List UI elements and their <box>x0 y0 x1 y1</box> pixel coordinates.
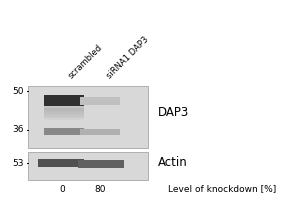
FancyBboxPatch shape <box>44 110 84 114</box>
FancyBboxPatch shape <box>44 115 84 118</box>
FancyBboxPatch shape <box>78 160 124 168</box>
FancyBboxPatch shape <box>44 114 84 116</box>
FancyBboxPatch shape <box>44 116 84 119</box>
FancyBboxPatch shape <box>44 106 84 109</box>
FancyBboxPatch shape <box>44 109 84 112</box>
Text: 50: 50 <box>13 87 24 96</box>
FancyBboxPatch shape <box>28 86 148 148</box>
Text: 53: 53 <box>13 158 24 167</box>
Text: siRNA1 DAP3: siRNA1 DAP3 <box>105 35 150 80</box>
FancyBboxPatch shape <box>80 97 120 105</box>
Text: Actin: Actin <box>158 156 188 169</box>
Text: Level of knockdown [%]: Level of knockdown [%] <box>168 184 276 193</box>
FancyBboxPatch shape <box>28 152 148 180</box>
Text: scrambled: scrambled <box>67 42 105 80</box>
FancyBboxPatch shape <box>44 128 84 135</box>
Text: 80: 80 <box>94 184 106 193</box>
FancyBboxPatch shape <box>38 159 84 167</box>
FancyBboxPatch shape <box>44 108 84 110</box>
Text: DAP3: DAP3 <box>158 106 189 118</box>
FancyBboxPatch shape <box>80 129 120 135</box>
Text: 36: 36 <box>13 126 24 134</box>
FancyBboxPatch shape <box>44 95 84 106</box>
FancyBboxPatch shape <box>44 112 84 115</box>
Text: 0: 0 <box>59 184 65 193</box>
